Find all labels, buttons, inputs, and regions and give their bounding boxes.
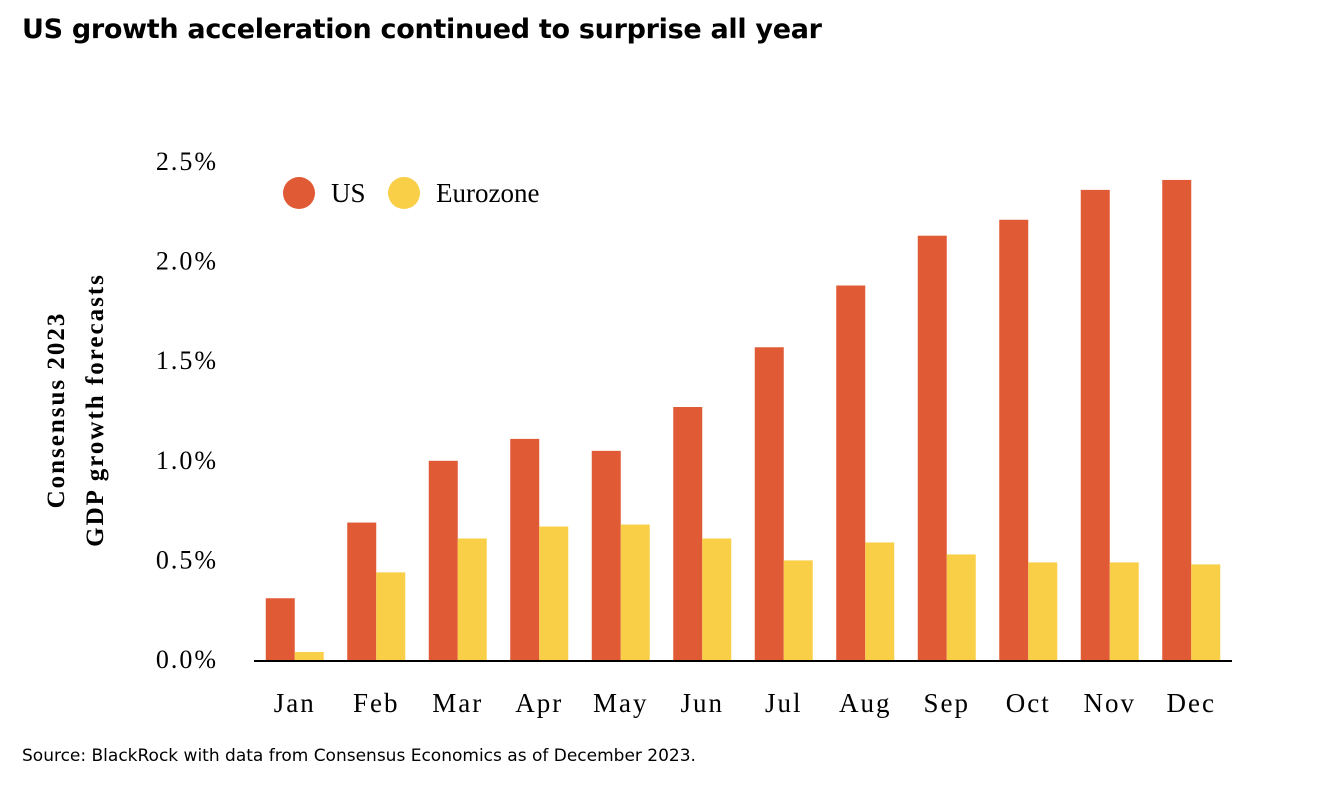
y-axis-label: Consensus 2023 GDP growth forecasts bbox=[43, 273, 109, 547]
bar-eurozone-aug bbox=[865, 542, 895, 660]
bar-us-sep bbox=[917, 235, 947, 661]
bar-us-oct bbox=[999, 219, 1029, 660]
x-tick-label-jul: Jul bbox=[765, 688, 803, 718]
x-tick-label-feb: Feb bbox=[353, 688, 400, 718]
bar-eurozone-dec bbox=[1191, 564, 1221, 660]
x-tick-label-may: May bbox=[593, 688, 649, 718]
bar-us-jan bbox=[265, 598, 295, 660]
bar-eurozone-oct bbox=[1028, 562, 1058, 660]
x-tick-label-dec: Dec bbox=[1167, 688, 1216, 718]
x-tick-label-apr: Apr bbox=[515, 688, 563, 718]
bar-eurozone-nov bbox=[1109, 562, 1139, 660]
x-tick-label-jan: Jan bbox=[274, 688, 316, 718]
chart-title: US growth acceleration continued to surp… bbox=[22, 14, 822, 45]
legend: US Eurozone bbox=[283, 177, 539, 209]
x-axis-ticks: Jan Feb Mar Apr May Jun Jul Aug Sep Oct Nov Dec bbox=[274, 688, 1216, 718]
bar-eurozone-apr bbox=[539, 526, 569, 660]
bar-eurozone-mar bbox=[457, 538, 487, 660]
bar-us-mar bbox=[428, 460, 458, 660]
y-axis-label-line-2: GDP growth forecasts bbox=[82, 273, 109, 547]
bar-us-aug bbox=[836, 285, 866, 660]
x-tick-label-jun: Jun bbox=[680, 688, 724, 718]
legend-label-us: US bbox=[331, 178, 366, 208]
y-axis-label-line-1: Consensus 2023 bbox=[43, 312, 70, 509]
legend-label-eurozone: Eurozone bbox=[436, 178, 539, 208]
y-tick-label: 2.5% bbox=[156, 147, 218, 176]
bar-us-jun bbox=[673, 407, 703, 660]
bar-eurozone-jun bbox=[702, 538, 732, 660]
chart: Consensus 2023 GDP growth forecasts 0.0%… bbox=[43, 147, 1232, 718]
y-tick-label: 0.0% bbox=[156, 645, 218, 674]
x-tick-label-mar: Mar bbox=[432, 688, 483, 718]
legend-marker-eurozone bbox=[388, 177, 420, 209]
x-tick-label-sep: Sep bbox=[924, 688, 971, 718]
bar-eurozone-jul bbox=[783, 560, 813, 660]
x-tick-label-aug: Aug bbox=[839, 688, 892, 718]
bar-us-feb bbox=[347, 522, 377, 660]
bar-eurozone-may bbox=[620, 524, 650, 660]
bar-us-jul bbox=[754, 347, 784, 660]
y-tick-label: 1.0% bbox=[156, 446, 218, 475]
y-tick-label: 2.0% bbox=[156, 247, 218, 276]
bar-us-nov bbox=[1080, 189, 1110, 660]
bars bbox=[265, 179, 1221, 661]
bar-eurozone-sep bbox=[946, 554, 976, 660]
bar-us-apr bbox=[510, 438, 540, 660]
bar-us-may bbox=[591, 450, 621, 660]
y-tick-label: 0.5% bbox=[156, 545, 218, 574]
x-tick-label-oct: Oct bbox=[1006, 688, 1051, 718]
bar-eurozone-feb bbox=[376, 572, 406, 660]
legend-marker-us bbox=[283, 177, 315, 209]
y-tick-label: 1.5% bbox=[156, 346, 218, 375]
x-tick-label-nov: Nov bbox=[1084, 688, 1137, 718]
bar-eurozone-jan bbox=[294, 652, 324, 660]
source-note: Source: BlackRock with data from Consens… bbox=[22, 746, 696, 766]
y-axis-ticks: 0.0% 0.5% 1.0% 1.5% 2.0% 2.5% bbox=[156, 147, 218, 674]
bar-us-dec bbox=[1162, 179, 1192, 661]
